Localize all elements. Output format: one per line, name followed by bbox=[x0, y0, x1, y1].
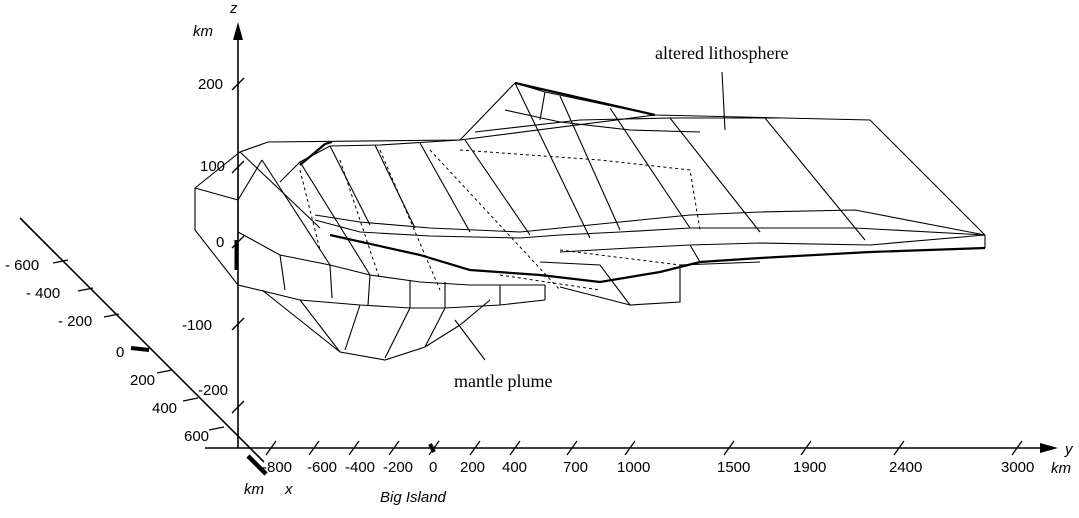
z-tick-label: 100 bbox=[200, 158, 225, 175]
z-tick-label: -200 bbox=[198, 382, 228, 399]
x-axis-unit: km bbox=[244, 481, 264, 498]
x-axis-name: x bbox=[284, 481, 293, 498]
y-tick-label: 200 bbox=[460, 459, 485, 476]
y-tick-label: -400 bbox=[345, 459, 375, 476]
altered-lithosphere-body bbox=[194, 81, 986, 306]
y-axis-name: y bbox=[1064, 441, 1074, 458]
mantle-plume-label: mantle plume bbox=[454, 371, 552, 391]
x-tick-label: 0 bbox=[116, 344, 124, 361]
x-tick-label: 400 bbox=[152, 400, 177, 417]
x-tick-label: - 400 bbox=[26, 285, 60, 302]
altered-lithosphere-leader bbox=[721, 71, 726, 131]
y-tick-label: 1000 bbox=[617, 459, 650, 476]
y-tick-label: 1500 bbox=[717, 459, 750, 476]
big-island-label: Big Island bbox=[380, 489, 447, 506]
z-tick-label: 0 bbox=[216, 234, 224, 251]
y-tick-label: 3000 bbox=[1001, 459, 1034, 476]
x-tick-label: 600 bbox=[184, 428, 209, 445]
mantle-plume-leader bbox=[454, 319, 486, 361]
mantle-plume-body bbox=[194, 151, 546, 361]
y-tick-label: 2400 bbox=[889, 459, 922, 476]
big-island-marker bbox=[428, 443, 436, 453]
y-tick-label: 700 bbox=[563, 459, 588, 476]
x-zero-marker bbox=[130, 346, 150, 352]
z-tick-label: -100 bbox=[182, 317, 212, 334]
x-axis-arrowhead bbox=[246, 454, 268, 476]
y-axis-arrowhead bbox=[1040, 443, 1058, 453]
z-axis-name: z bbox=[229, 0, 238, 17]
z-tick-label: 200 bbox=[198, 76, 223, 93]
altered-lithosphere-label: altered lithosphere bbox=[655, 43, 788, 63]
y-tick-label: -600 bbox=[307, 459, 337, 476]
y-tick-label: 0 bbox=[429, 459, 437, 476]
y-axis bbox=[205, 440, 1058, 456]
z-axis-arrowhead bbox=[233, 22, 243, 40]
y-tick-label: -200 bbox=[383, 459, 413, 476]
z-axis-unit: km bbox=[193, 23, 213, 40]
y-tick-label: -800 bbox=[262, 459, 292, 476]
x-tick-label: 200 bbox=[130, 372, 155, 389]
x-axis bbox=[19, 217, 268, 476]
y-tick-label: 1900 bbox=[793, 459, 826, 476]
x-tick-label: - 200 bbox=[58, 313, 92, 330]
y-tick-label: 400 bbox=[502, 459, 527, 476]
y-axis-unit: km bbox=[1051, 460, 1071, 477]
x-tick-label: - 600 bbox=[5, 257, 39, 274]
